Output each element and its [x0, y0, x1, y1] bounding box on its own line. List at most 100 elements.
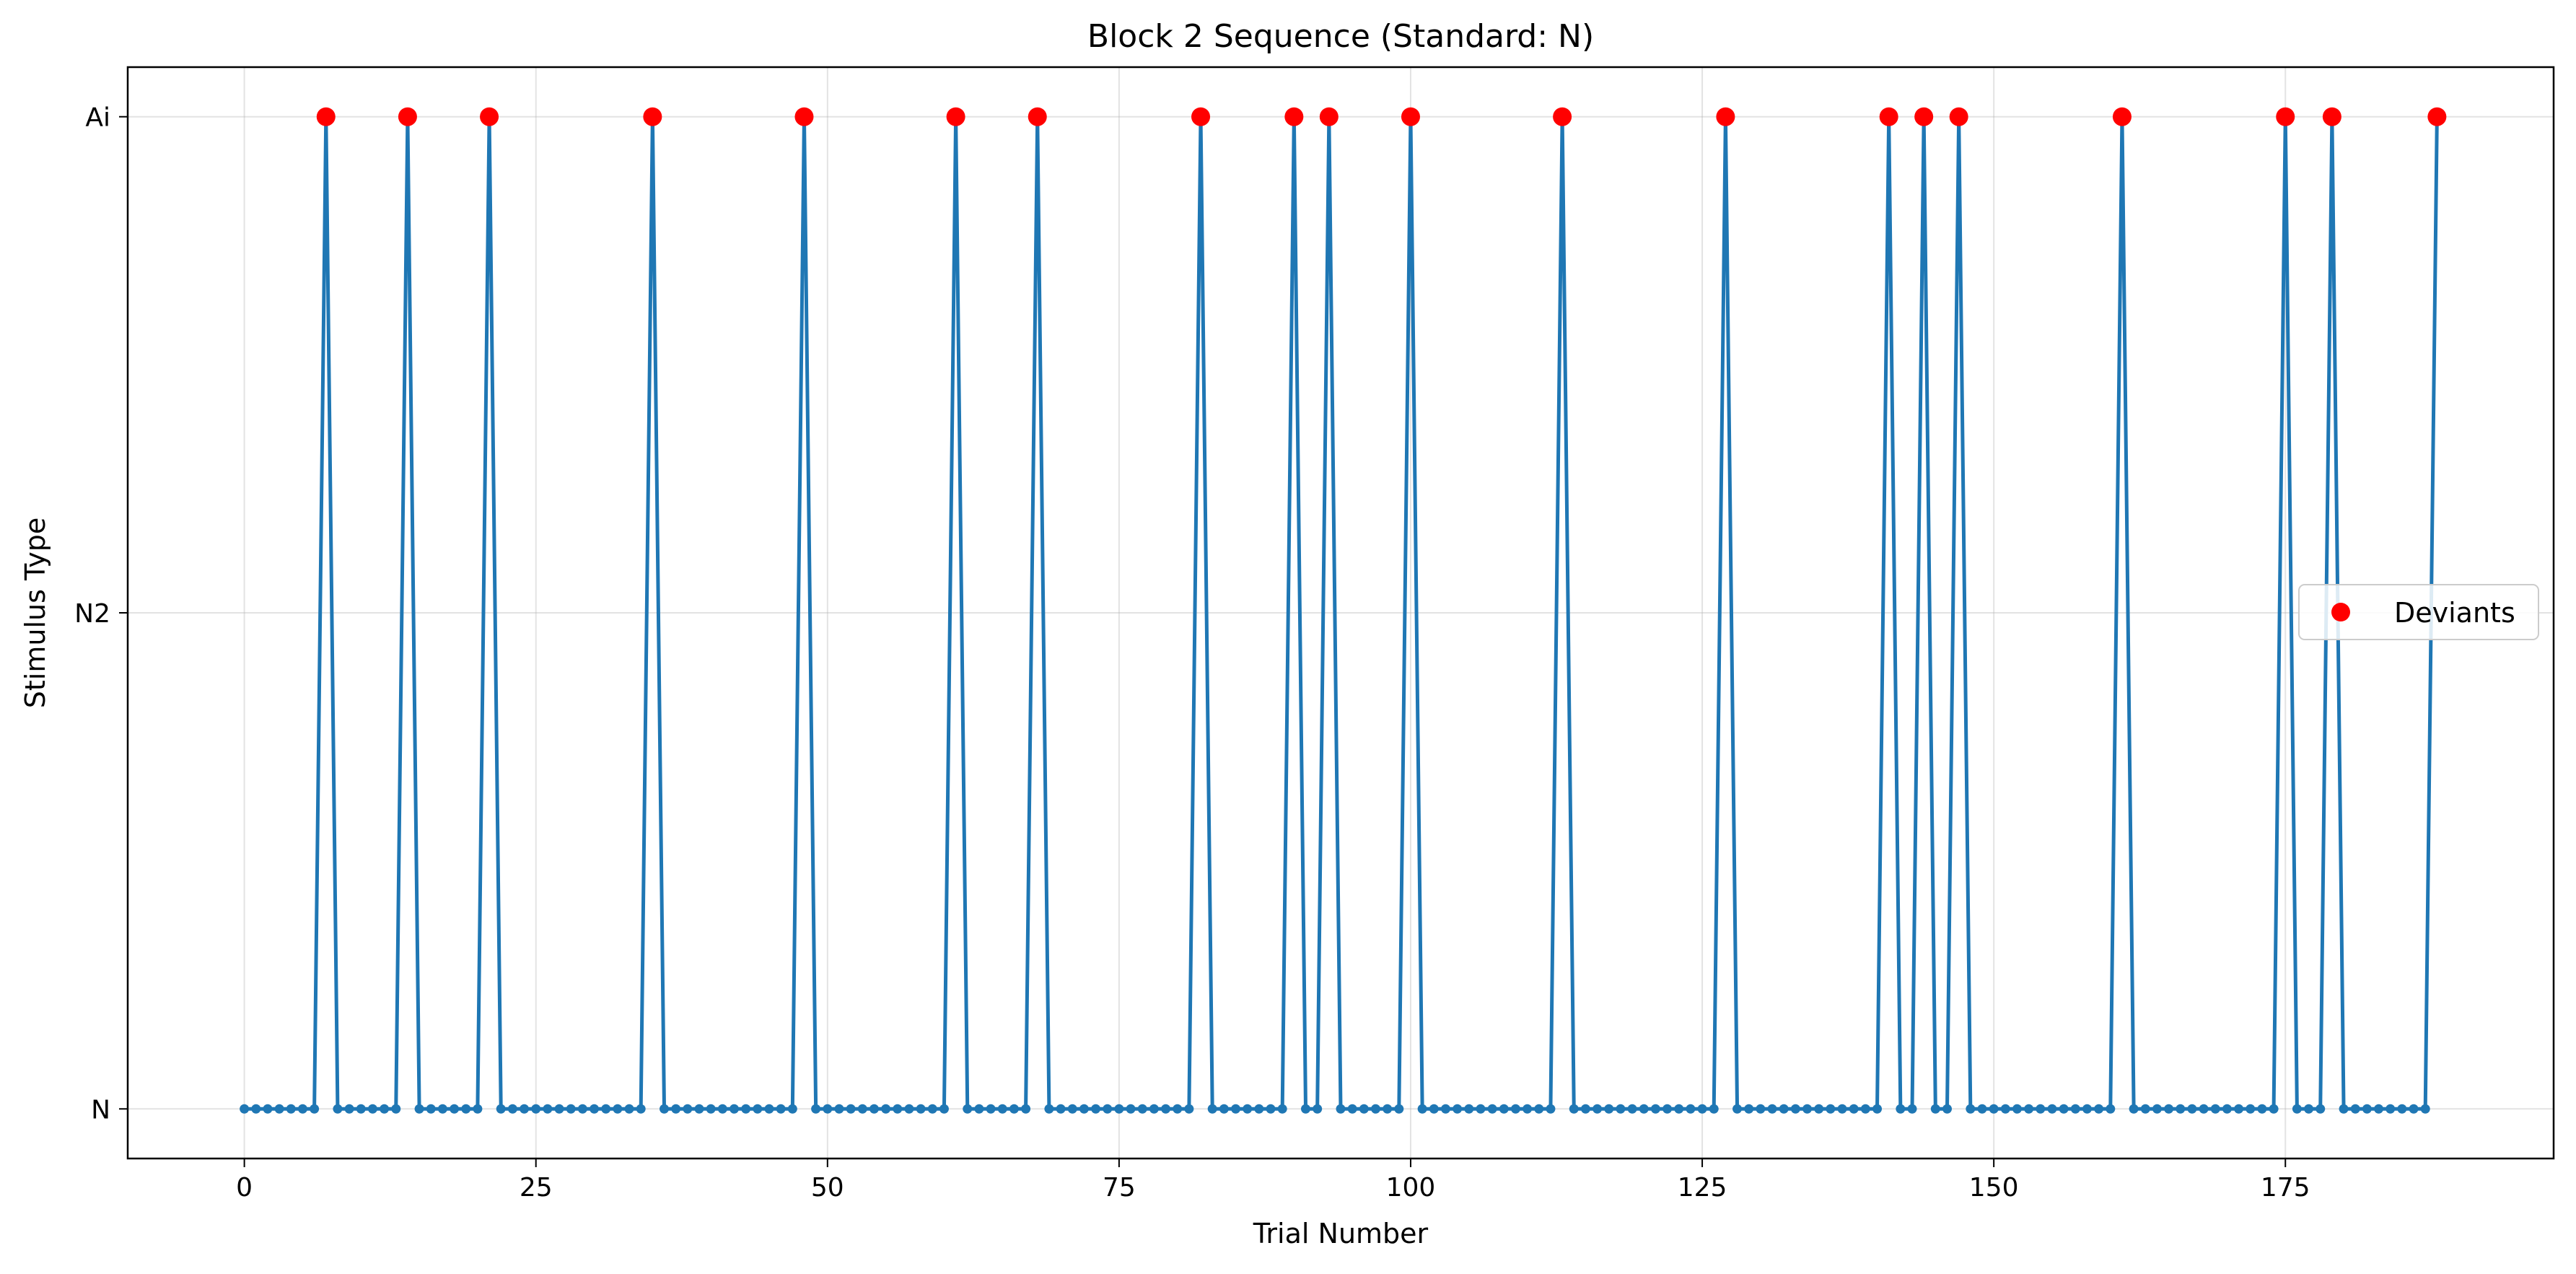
trial-point	[1044, 1104, 1054, 1114]
deviant-point	[2427, 107, 2447, 126]
trial-point	[2316, 1104, 2326, 1114]
trial-point	[974, 1104, 984, 1114]
trial-point	[1313, 1104, 1323, 1114]
trial-point	[1219, 1104, 1229, 1114]
trial-point	[764, 1104, 774, 1114]
trial-point	[1114, 1104, 1124, 1114]
deviant-point	[1401, 107, 1420, 126]
trial-point	[881, 1104, 891, 1114]
trial-point	[240, 1104, 250, 1114]
trial-point	[1383, 1104, 1393, 1114]
trial-point	[590, 1104, 600, 1114]
trial-point	[1650, 1104, 1660, 1114]
trial-point	[1429, 1104, 1439, 1114]
trial-point	[1184, 1104, 1194, 1114]
trial-point	[391, 1104, 401, 1114]
sequence-series	[240, 112, 2442, 1114]
trial-point	[1790, 1104, 1800, 1114]
trial-point	[1709, 1104, 1719, 1114]
deviant-point	[2322, 107, 2341, 126]
deviant-point	[1716, 107, 1735, 126]
trial-point	[2152, 1104, 2162, 1114]
trial-point	[1896, 1104, 1906, 1114]
trial-point	[2234, 1104, 2244, 1114]
trial-point	[274, 1104, 284, 1114]
trial-point	[1161, 1104, 1171, 1114]
deviant-point	[398, 107, 417, 126]
trial-point	[367, 1104, 377, 1114]
trial-point	[1056, 1104, 1066, 1114]
trial-point	[1826, 1104, 1836, 1114]
trial-point	[1686, 1104, 1696, 1114]
trial-point	[730, 1104, 739, 1114]
trial-point	[1732, 1104, 1743, 1114]
trial-point	[1616, 1104, 1626, 1114]
trial-point	[496, 1104, 506, 1114]
trial-point	[1277, 1104, 1287, 1114]
x-tick-label: 125	[1678, 1173, 1727, 1203]
trial-point	[1814, 1104, 1824, 1114]
trial-point	[1359, 1104, 1369, 1114]
trial-point	[1173, 1104, 1183, 1114]
trial-point	[426, 1104, 436, 1114]
trial-point	[1476, 1104, 1486, 1114]
trial-point	[1837, 1104, 1847, 1114]
legend-deviants-marker	[2331, 603, 2350, 621]
trial-point	[613, 1104, 623, 1114]
trial-point	[2420, 1104, 2430, 1114]
trial-point	[2269, 1104, 2279, 1114]
trial-point	[776, 1104, 786, 1114]
trial-point	[939, 1104, 949, 1114]
deviant-point	[1028, 107, 1047, 126]
trial-point	[1779, 1104, 1789, 1114]
trial-point	[1546, 1104, 1556, 1114]
trial-point	[2036, 1104, 2046, 1114]
deviant-point	[1319, 107, 1339, 126]
deviant-point	[1191, 107, 1211, 126]
trial-point	[2397, 1104, 2407, 1114]
x-tick-label: 150	[1969, 1173, 2019, 1203]
x-axis: 0 25 50 75 100 125 150 175	[236, 1159, 2310, 1203]
x-axis-label: Trial Number	[1253, 1218, 1429, 1249]
chart-title: Block 2 Sequence (Standard: N)	[1087, 18, 1594, 55]
trial-point	[811, 1104, 821, 1114]
trial-point	[1977, 1104, 1987, 1114]
trial-point	[1942, 1104, 1952, 1114]
trial-point	[1767, 1104, 1777, 1114]
trial-point	[904, 1104, 914, 1114]
trial-point	[380, 1104, 390, 1114]
trial-point	[601, 1104, 611, 1114]
trial-point	[2350, 1104, 2360, 1114]
trial-point	[741, 1104, 751, 1114]
trial-point	[1103, 1104, 1113, 1114]
trial-point	[1499, 1104, 1509, 1114]
trial-point	[1464, 1104, 1474, 1114]
trial-point	[1079, 1104, 1089, 1114]
x-tick-label: 50	[811, 1173, 844, 1203]
trial-point	[251, 1104, 261, 1114]
trial-point	[554, 1104, 564, 1114]
x-tick-label: 75	[1103, 1173, 1136, 1203]
trial-point	[1534, 1104, 1544, 1114]
y-tick-label: N	[91, 1095, 110, 1125]
y-tick-label: Ai	[85, 103, 110, 133]
trial-point	[2210, 1104, 2220, 1114]
trial-point	[461, 1104, 471, 1114]
deviant-point	[1879, 107, 1898, 126]
trial-point	[927, 1104, 937, 1114]
trial-point	[1301, 1104, 1311, 1114]
trial-point	[1744, 1104, 1754, 1114]
trial-point	[1580, 1104, 1590, 1114]
trial-point	[2000, 1104, 2010, 1114]
trial-point	[1370, 1104, 1380, 1114]
trial-point	[1604, 1104, 1614, 1114]
trial-point	[1930, 1104, 1940, 1114]
trial-point	[1440, 1104, 1450, 1114]
trial-point	[1453, 1104, 1463, 1114]
trial-point	[450, 1104, 460, 1114]
trial-point	[1662, 1104, 1673, 1114]
trial-point	[753, 1104, 763, 1114]
trial-point	[706, 1104, 716, 1114]
trial-point	[577, 1104, 587, 1114]
trial-point	[636, 1104, 646, 1114]
